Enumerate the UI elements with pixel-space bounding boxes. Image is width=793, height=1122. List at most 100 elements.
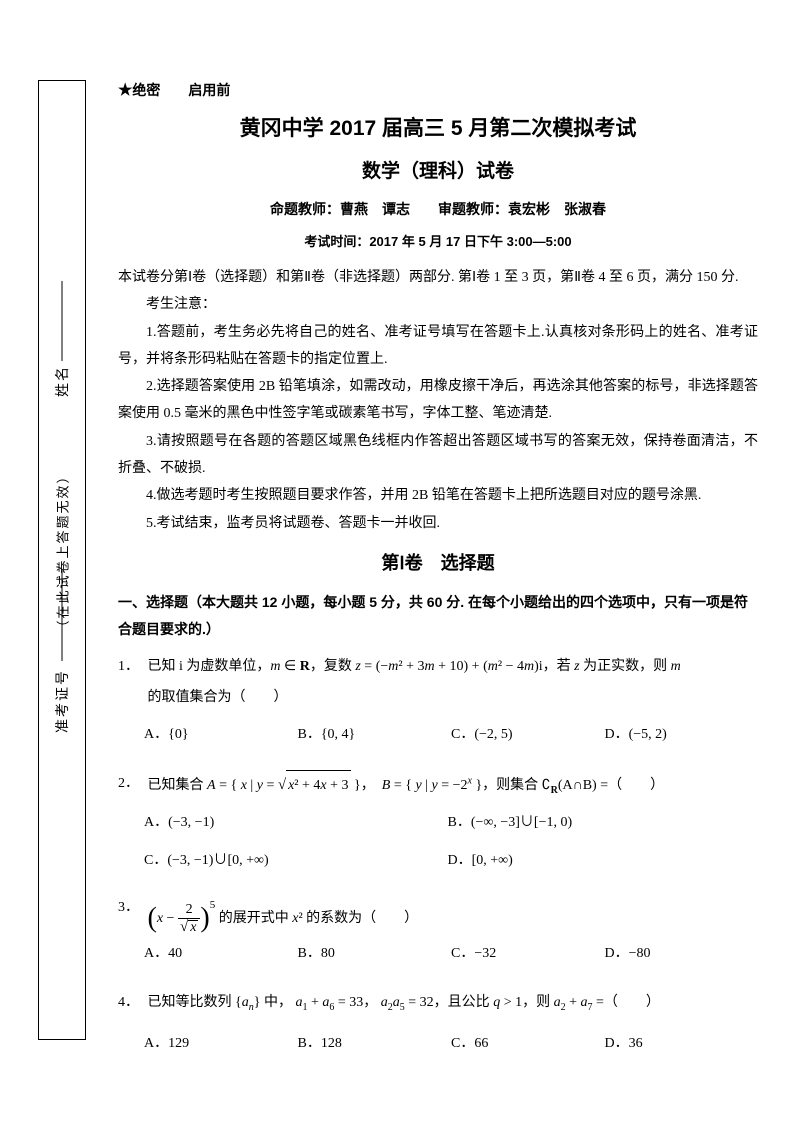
q3-frac-d: x [178,919,200,935]
notice-3: 3.请按照题号在各题的答题区域黑色线框内作答超出答题区域书写的答案无效，保持卷面… [118,428,758,483]
q2-number: 2． [118,769,144,800]
q3-opt-c: C．−32 [451,939,601,970]
q1-number: 1． [118,652,144,683]
q1-after: ，若 [543,659,575,674]
q1-cond: 为正实数，则 [580,659,671,674]
q4-eq2: = 32，且公比 [405,995,493,1010]
q4-eq1: = 33， [334,995,377,1010]
q4-post: } 中， [254,995,292,1010]
q1-p2: + 10) + ( [435,659,488,674]
q1-p3: − 4 [502,659,524,674]
question-3: 3． (x − 2x)5 的展开式中 x² 的系数为（ ） A．40 B．80 … [118,893,758,970]
star-icon: ★ [118,82,132,99]
q3-body: (x − 2x)5 的展开式中 x² 的系数为（ ） [148,893,748,935]
question-1: 1． 已知 i 为虚数单位，m ∈ R，复数 z = (−m² + 3m + 1… [118,652,758,750]
q1-p4: )i [534,659,543,674]
q4-an: a [242,995,249,1010]
q4-a2: a [381,995,388,1010]
q1-c1: ，复数 [310,659,356,674]
q2-eq1: = [263,778,278,793]
q3-exp: 5 [210,899,216,911]
classification-line: ★绝密 启用前 [118,80,758,100]
q2-bar2: | [422,778,432,793]
q3-minus: − [163,911,178,926]
exam-time: 考试时间：2017 年 5 月 17 日下午 3:00—5:00 [118,231,758,250]
q2-eqB: = { [390,778,415,793]
q1-m2: m [388,659,398,674]
q2-compl: ∁ [542,778,551,793]
q4-a7: a [581,995,588,1010]
q1-opt-b: B．{0, 4} [298,720,448,751]
q4-opt-d: D．36 [605,1029,755,1060]
q1-opt-d: D．(−5, 2) [605,720,755,751]
q1-in: ∈ [281,659,300,674]
notice-4: 4.做选考题时考生按照题目要求作答，并用 2B 铅笔在答题卡上把所选题目对应的题… [118,482,758,509]
q1-t1: 已知 i 为虚数单位， [148,659,271,674]
section-1-title: 第Ⅰ卷 选择题 [118,549,758,575]
q2-RR: R [551,784,558,795]
page-content: ★绝密 启用前 黄冈中学 2017 届高三 5 月第二次模拟考试 数学（理科）试… [118,80,758,1059]
section-1-desc: 一、选择题（本大题共 12 小题，每小题 5 分，共 60 分. 在每个小题给出… [118,589,758,642]
q3-frac-n: 2 [178,903,200,919]
q4-a2b: a [554,995,561,1010]
question-2: 2． 已知集合 A = { x | y = x² + 4x + 3 }， B =… [118,769,758,878]
q4-options: A．129 B．128 C．66 D．36 [144,1029,758,1060]
q3-frac: 2x [178,903,200,935]
q1-m5: m [524,659,534,674]
q1-R: R [300,659,310,674]
q1-eq: = (− [361,659,388,674]
q1-m3: m [424,659,434,674]
question-4: 4． 已知等比数列 {an} 中， a1 + a6 = 33， a2a5 = 3… [118,988,758,1060]
q1-options: A．{0} B．{0, 4} C．(−2, 5) D．(−5, 2) [144,720,758,751]
q1-m6: m [671,659,681,674]
q3-number: 3． [118,893,144,924]
q1-m: m [270,659,280,674]
classify-suffix: 启用前 [188,84,230,99]
intro-paragraph: 本试卷分第Ⅰ卷（选择题）和第Ⅱ卷（非选择题）两部分. 第Ⅰ卷 1 至 3 页，第… [118,264,758,291]
q4-plus2: + [566,995,581,1010]
q3-options: A．40 B．80 C．−32 D．−80 [144,939,758,970]
q2-options: A．(−3, −1) B．(−∞, −3]∪[−1, 0) [144,808,758,839]
q2-opt-c: C．(−3, −1)∪[0, +∞) [144,846,444,877]
side-id-label: 准考证号 [52,669,72,733]
side-id-line [62,571,63,661]
q2-eq2: = −2 [438,778,468,793]
q2-opt-b: B．(−∞, −3]∪[−1, 0) [448,808,748,839]
q2-eqA: = { [216,778,241,793]
notice-2: 2.选择题答案使用 2B 铅笔填涂，如需改动，用橡皮擦干净后，再选涂其他答案的标… [118,373,758,428]
q3-opt-d: D．−80 [605,939,755,970]
q1-body: 已知 i 为虚数单位，m ∈ R，复数 z = (−m² + 3m + 10) … [148,652,748,714]
q2-A: A [207,778,216,793]
q3-opt-b: B．80 [298,939,448,970]
subject-title: 数学（理科）试卷 [118,156,758,183]
q2-bar: | [247,778,257,793]
notice-head: 考生注意： [118,291,758,318]
notice-1: 1.答题前，考生务必先将自己的姓名、准考证号填写在答题卡上.认真核对条形码上的姓… [118,319,758,374]
q2-t1: 已知集合 [148,778,208,793]
q1-opt-c: C．(−2, 5) [451,720,601,751]
q4-plus: + [307,995,322,1010]
exam-title: 黄冈中学 2017 届高三 5 月第二次模拟考试 [118,112,758,142]
binding-margin-box: 姓名 （在此试卷上答题无效） 准考证号 [38,80,86,1040]
q1-p1: + 3 [403,659,425,674]
q2-AB: (A∩B) [558,778,597,793]
q2-eq3: =（ ） [597,778,664,793]
q4-opt-a: A．129 [144,1029,294,1060]
q4-body: 已知等比数列 {an} 中， a1 + a6 = 33， a2a5 = 32，且… [148,988,748,1019]
q1-opt-a: A．{0} [144,720,294,751]
q4-number: 4． [118,988,144,1019]
q1-tail: 的取值集合为（ ） [148,690,288,705]
q1-m4: m [488,659,498,674]
q2-options-2: C．(−3, −1)∪[0, +∞) D．[0, +∞) [144,846,758,877]
q2-sqrt: x² + 4x + 3 [278,769,351,802]
q3-tail: 的系数为（ ） [303,911,419,926]
q3-lparen: ( [148,903,157,934]
q2-opt-d: D．[0, +∞) [448,846,748,877]
side-name-line [62,281,63,361]
q3-rparen: ) [200,903,209,934]
notice-5: 5.考试结束，监考员将试题卷、答题卡一并收回. [118,510,758,537]
section-1-desc-text: 一、选择题（本大题共 12 小题，每小题 5 分，共 60 分. 在每个小题给出… [118,594,748,637]
q4-opt-c: C．66 [451,1029,601,1060]
q2-opt-a: A．(−3, −1) [144,808,444,839]
side-name-label: 姓名 [52,365,72,397]
